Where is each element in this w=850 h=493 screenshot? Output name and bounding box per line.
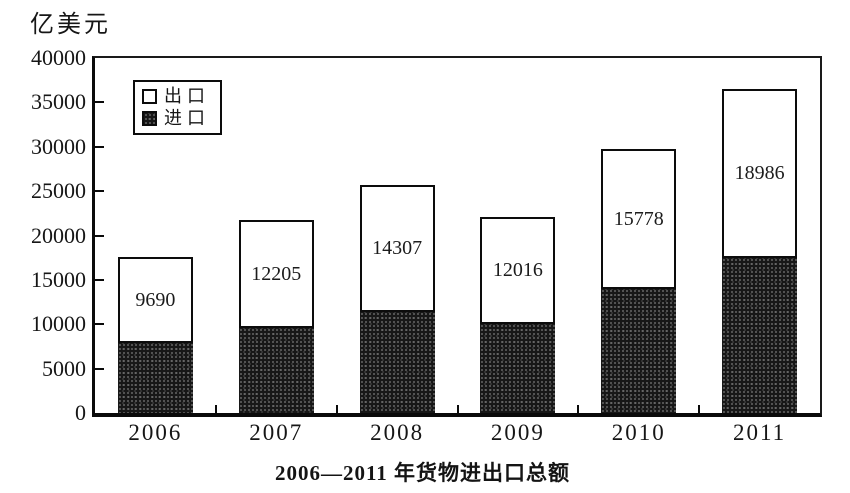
bar-2008-import-segment [359, 312, 435, 413]
y-axis-tick-label: 25000 [31, 178, 86, 204]
bar-2009: 12016 [480, 217, 556, 413]
y-axis-tick-label: 40000 [31, 45, 86, 70]
y-axis-tick [95, 234, 104, 237]
y-axis-tick-label: 10000 [31, 311, 86, 337]
bar-2011-import-segment [722, 258, 798, 413]
y-axis-tick [95, 190, 104, 193]
legend-export-label: 出口 [164, 86, 210, 106]
x-axis-tick [456, 405, 459, 413]
bar-2007-export-value-label: 12205 [251, 262, 302, 285]
bar-2009-import-segment [480, 324, 556, 413]
y-axis-tick [95, 101, 104, 104]
bar-2006-import-segment [117, 343, 193, 413]
x-axis-label-2006: 2006 [128, 420, 183, 445]
bar-2006: 9690 [117, 257, 193, 413]
bar-2010-import-segment [601, 289, 677, 413]
bar-2010-export-segment: 15778 [601, 149, 677, 289]
bar-2011-export-segment: 18986 [722, 89, 798, 258]
x-axis-tick [698, 405, 701, 413]
x-axis-tick [335, 405, 338, 413]
x-axis-tick [577, 405, 580, 413]
plot-area: 9690 12205 14307 12016 15778 18986 [92, 56, 822, 417]
bar-2009-export-value-label: 12016 [492, 259, 543, 281]
y-axis-tick-label: 5000 [42, 355, 86, 381]
x-axis-label-2009: 2009 [490, 420, 545, 445]
x-axis-label-2008: 2008 [370, 420, 425, 445]
bar-2011-export-value-label: 18986 [734, 162, 785, 184]
legend-import-label: 进口 [164, 108, 210, 128]
y-axis-tick [95, 278, 104, 281]
legend: 出口 进口 [133, 80, 222, 135]
x-axis-label-2007: 2007 [249, 420, 304, 445]
x-axis-label-2010: 2010 [611, 420, 666, 445]
import-swatch-icon [142, 111, 157, 126]
bar-2007-export-segment: 12205 [238, 220, 314, 328]
legend-item-import: 进口 [142, 109, 210, 128]
export-swatch-icon [142, 89, 157, 104]
bar-2007-import-segment [238, 328, 314, 413]
y-axis-tick [95, 323, 104, 326]
bar-2007: 12205 [238, 220, 314, 413]
bar-2009-export-segment: 12016 [480, 217, 556, 324]
bar-2010: 15778 [601, 149, 677, 413]
bar-2011: 18986 [722, 89, 798, 413]
y-axis-tick [95, 367, 104, 370]
chart-title: 2006—2011 年货物进出口总额 [274, 461, 571, 485]
legend-item-export: 出口 [142, 87, 210, 106]
bar-2008-export-segment: 14307 [359, 185, 435, 312]
y-axis-unit-label: 亿美元 [30, 12, 111, 38]
y-axis-tick [95, 145, 104, 148]
bar-2008: 14307 [359, 185, 435, 413]
bar-2010-export-value-label: 15778 [613, 207, 664, 230]
bar-2008-export-value-label: 14307 [372, 237, 423, 259]
y-axis-tick-label: 35000 [31, 89, 86, 115]
plot-inner: 9690 12205 14307 12016 15778 18986 [95, 58, 820, 413]
y-axis-tick-label: 20000 [31, 222, 86, 248]
bar-2006-export-value-label: 9690 [135, 288, 176, 311]
x-axis-tick [214, 405, 217, 413]
bar-2006-export-segment: 9690 [117, 257, 193, 343]
y-axis-tick-label: 30000 [31, 133, 86, 159]
y-axis-tick-label: 0 [75, 400, 86, 425]
x-axis-label-2011: 2011 [732, 420, 787, 445]
y-axis-tick-label: 15000 [31, 266, 86, 292]
